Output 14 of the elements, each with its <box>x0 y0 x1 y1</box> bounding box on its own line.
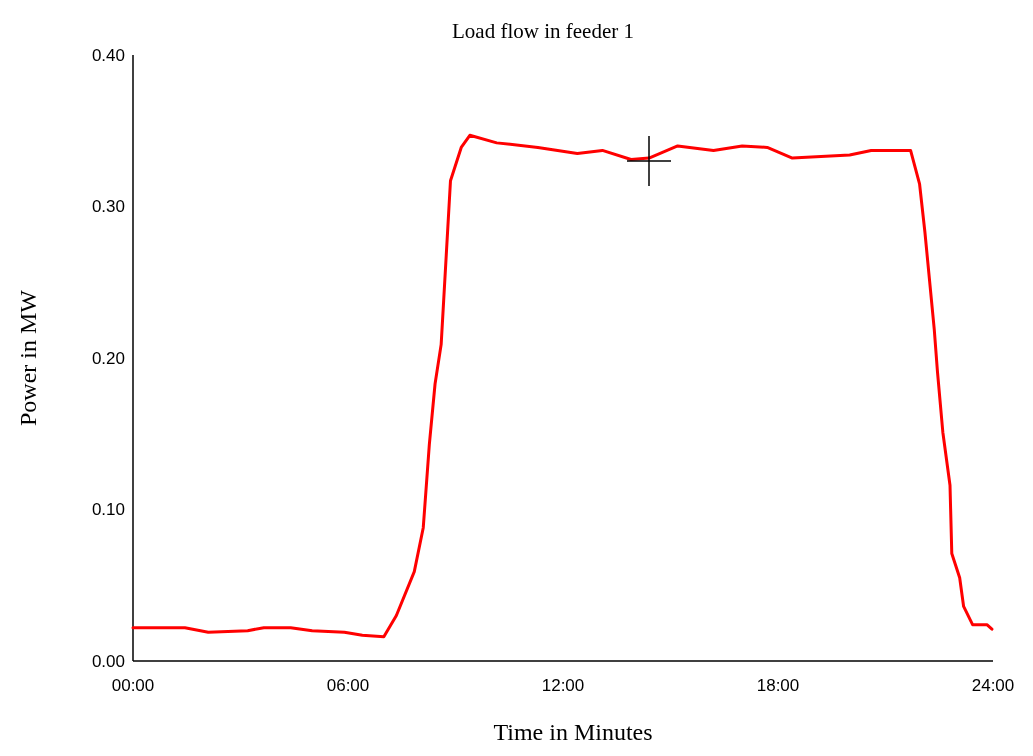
line-series <box>131 133 994 639</box>
chart-title: Load flow in feeder 1 <box>452 19 634 43</box>
y-axis-title: Power in MW <box>15 289 41 426</box>
y-tick-label: 0.10 <box>91 500 125 520</box>
y-tick-label: 0.30 <box>91 197 125 217</box>
y-tick-label: 0.20 <box>91 348 125 368</box>
x-tick-label: 12:00 <box>541 676 585 695</box>
y-tick-label: 0.00 <box>91 651 125 671</box>
x-tick-label: 24:00 <box>971 676 1015 695</box>
x-tick-label: 06:00 <box>326 676 370 695</box>
x-axis-title: Time in Minutes <box>493 719 653 745</box>
x-tick-label: 18:00 <box>756 676 800 695</box>
y-tick-label: 0.40 <box>91 45 125 65</box>
x-tick-label: 00:00 <box>111 676 155 695</box>
